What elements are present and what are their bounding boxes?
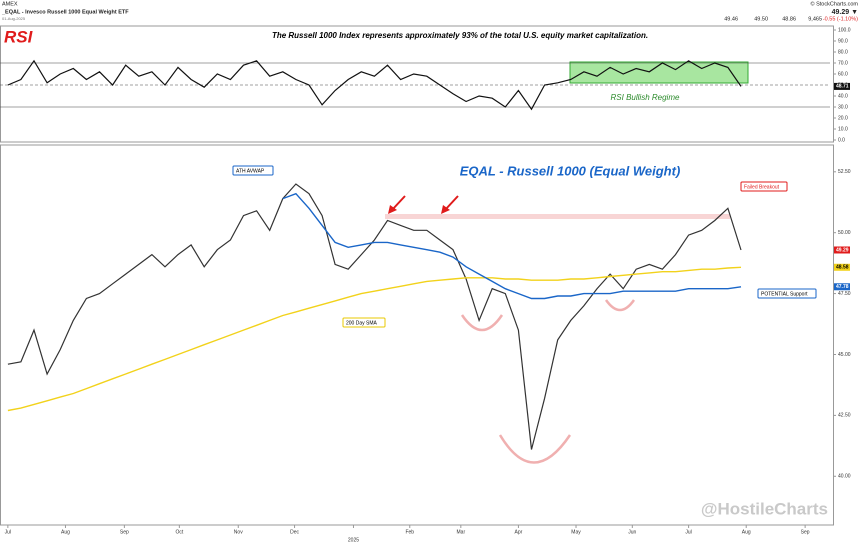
annotation-box (740, 181, 788, 192)
x-tick-label: Nov (234, 529, 243, 535)
value-tag-label: 47.78 (836, 284, 849, 290)
y-tick-label: 45.00 (838, 352, 851, 358)
rsi-title: RSI (4, 27, 34, 46)
x-tick-label: May (571, 529, 581, 535)
rsi-frame (0, 25, 834, 143)
series-line (7, 59, 742, 111)
open: 49.46 (724, 16, 738, 22)
y-tick-label: 30.0 (838, 104, 848, 110)
x-tick-label: 2025 (348, 537, 359, 543)
value-tag (834, 82, 850, 90)
y-tick-label: 47.50 (838, 291, 851, 297)
x-tick-label: Jul (685, 529, 691, 535)
volume: 9,465 (808, 16, 822, 22)
y-tick-label: 40.00 (838, 474, 851, 480)
x-tick-label: Sep (801, 529, 810, 535)
annotation-box (232, 165, 274, 176)
x-tick-label: Apr (515, 529, 523, 535)
regime-label: RSI Bullish Regime (611, 93, 680, 102)
y-tick-label: 70.0 (838, 60, 848, 66)
change: -0.55 (-1.10%) (823, 16, 858, 22)
low: 48.86 (782, 16, 796, 22)
annotation-box (342, 317, 386, 328)
series-line (282, 192, 742, 300)
y-tick-label: 100.0 (838, 27, 851, 33)
value-tag (834, 246, 850, 254)
x-tick-label: Feb (405, 529, 414, 535)
pattern-arcs (460, 299, 636, 464)
exchange: AMEX (2, 1, 18, 7)
rsi-subtitle: The Russell 1000 Index represents approx… (272, 31, 648, 40)
value-tag-label: 48.71 (836, 84, 849, 90)
symbol: _EQAL - Invesco Russell 1000 Equal Weigh… (1, 9, 129, 15)
y-tick-label: 40.0 (838, 93, 848, 99)
price-frame (0, 144, 834, 526)
y-tick-label: 10.0 (838, 126, 848, 132)
x-tick-label: Jun (628, 529, 636, 535)
y-tick-label: 50.00 (838, 230, 851, 236)
y-tick-label: 80.0 (838, 49, 848, 55)
x-tick-label: Mar (457, 529, 466, 535)
value-tag-label: 48.58 (836, 265, 849, 271)
arrows (388, 195, 459, 214)
watermark: @HostileCharts (701, 499, 828, 518)
annotation: Failed Breakout (744, 184, 780, 190)
source: © StockCharts.com (811, 0, 859, 7)
y-tick-label: 90.0 (838, 38, 848, 44)
x-tick-label: Sep (120, 529, 129, 535)
date: 01-Aug-2025 (2, 16, 26, 21)
high: 49.50 (754, 16, 768, 22)
annotation-box (757, 288, 817, 299)
y-tick-label: 52.50 (838, 169, 851, 175)
value-tag-label: 49.29 (836, 247, 849, 253)
y-tick-label: 60.0 (838, 71, 848, 77)
x-tick-label: Dec (290, 529, 299, 535)
value-tag (834, 283, 850, 291)
y-tick-label: 42.50 (838, 413, 851, 419)
value-tag (834, 263, 850, 271)
y-tick-label: 20.0 (838, 115, 848, 121)
x-tick-label: Aug (742, 529, 751, 535)
annotation: ATH AVWAP (236, 168, 265, 174)
annotation-boxes: ATH AVWAP 200 Day SMA Failed Breakout PO… (232, 165, 817, 328)
series-line (7, 266, 742, 412)
price: 49.29 ▼ (832, 9, 858, 16)
x-tick-label: Oct (175, 529, 183, 535)
x-tick-label: Aug (61, 529, 70, 535)
annotation: POTENTIAL Support (761, 291, 808, 297)
resistance-zone (385, 214, 730, 219)
x-tick-label: Jul (5, 529, 11, 535)
y-tick-label: 0.0 (838, 137, 845, 143)
series-line (7, 183, 742, 450)
price-title: EQAL - Russell 1000 (Equal Weight) (460, 163, 681, 178)
annotation: 200 Day SMA (346, 320, 378, 326)
